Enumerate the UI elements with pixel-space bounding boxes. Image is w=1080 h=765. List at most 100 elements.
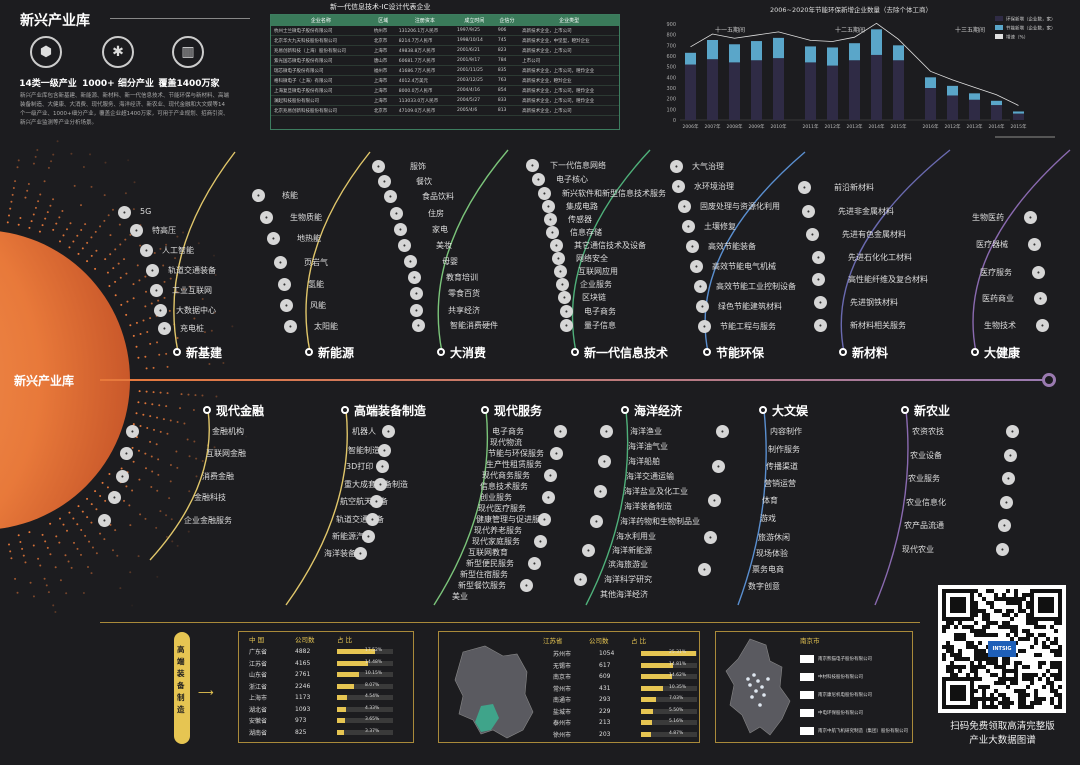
row-count: 213	[599, 719, 641, 726]
nanjing-company[interactable]: 中电环保股份有限公司	[800, 704, 908, 722]
qr-module	[1006, 621, 1010, 625]
table-row[interactable]: 泰州市 213 5.16%	[543, 717, 711, 729]
category-item: 太阳能	[314, 321, 338, 332]
company-name: 中电环保股份有限公司	[818, 710, 863, 716]
category-item: 医药商业	[982, 293, 1014, 304]
row-count: 1173	[295, 694, 337, 701]
category-item: 现代物流	[490, 437, 522, 448]
item-icon: •	[154, 304, 167, 317]
category-item: 互联网金融	[206, 448, 246, 459]
qr-module	[1054, 641, 1058, 645]
table-row[interactable]: 湖南省 825 3.37%	[239, 727, 413, 739]
nanjing-company[interactable]: 南京中航飞机研究制造（集团）股份有限公司	[800, 722, 908, 740]
jiangsu-map	[445, 634, 545, 744]
item-icon: •	[1036, 319, 1049, 332]
qr-module	[1058, 697, 1062, 701]
category-title: 新能源	[318, 344, 354, 361]
category-item: 数字创意	[748, 581, 780, 592]
qr-module	[982, 597, 986, 601]
qr-module	[1022, 649, 1026, 653]
category-item: 制作服务	[768, 444, 800, 455]
qr-module	[1030, 673, 1034, 677]
item-icon: •	[280, 299, 293, 312]
nanjing-company[interactable]: 南京康尼机电股份有限公司	[800, 686, 908, 704]
qr-module	[1058, 665, 1062, 669]
qr-module	[950, 621, 954, 625]
item-icon: •	[560, 319, 573, 332]
nanjing-map	[720, 635, 796, 741]
item-icon: •	[362, 530, 375, 543]
table-row[interactable]: 南京市 609 14.62%	[543, 671, 711, 683]
item-icon: •	[284, 320, 297, 333]
category-item: 先进有色金属材料	[842, 229, 906, 240]
item-icon: •	[126, 425, 139, 438]
table-row[interactable]: 浙江省 2246 8.07%	[239, 681, 413, 693]
category-title: 新一代信息技术	[584, 344, 668, 361]
table-row[interactable]: 无锡市 617 14.81%	[543, 660, 711, 672]
category-item: 现代养老服务	[474, 525, 522, 536]
table-row[interactable]: 盐城市 229 5.50%	[543, 706, 711, 718]
table-row[interactable]: 徐州市 203 4.87%	[543, 729, 711, 741]
category-item: 农业服务	[908, 473, 940, 484]
row-count: 2246	[295, 683, 337, 690]
category-item: 互联网应用	[578, 266, 618, 277]
table-row[interactable]: 湖北省 1093 4.33%	[239, 704, 413, 716]
category-item: 信息存储	[570, 227, 602, 238]
qr-code[interactable]: INTSIG	[938, 585, 1066, 713]
share-bar: 25.31%	[641, 651, 701, 656]
qr-module	[1050, 701, 1054, 705]
qr-module	[974, 665, 978, 669]
row-name: 浙江省	[249, 682, 295, 691]
category-item: 高效节能工业控制设备	[716, 281, 796, 292]
category-item: 信息技术服务	[480, 481, 528, 492]
qr-module	[1054, 653, 1058, 657]
share-bar: 17.52%	[337, 649, 397, 654]
category-item: 生产性租赁服务	[486, 459, 542, 470]
qr-module	[982, 625, 986, 629]
category-item: 5G	[140, 207, 151, 216]
table-row[interactable]: 江苏省 4165 14.48%	[239, 658, 413, 670]
table-row[interactable]: 苏州市 1054 25.31%	[543, 648, 711, 660]
category-item: 智能消费硬件	[450, 320, 498, 331]
row-name: 徐州市	[553, 730, 599, 739]
table-row[interactable]: 山东省 2761 10.15%	[239, 669, 413, 681]
qr-module	[1018, 701, 1022, 705]
qr-module	[974, 645, 978, 649]
bottom-divider	[100, 622, 920, 623]
item-icon: •	[120, 447, 133, 460]
nanjing-company[interactable]: 中材科技股份有限公司	[800, 668, 908, 686]
category-title: 大消费	[450, 344, 486, 361]
row-percent: 10.35%	[669, 685, 686, 690]
company-logo-icon	[800, 727, 814, 735]
qr-module	[974, 653, 978, 657]
qr-module	[1014, 669, 1018, 673]
table-row[interactable]: 广东省 4882 17.52%	[239, 646, 413, 658]
item-icon: •	[716, 425, 729, 438]
category-item: 美业	[452, 591, 468, 602]
table-row[interactable]: 常州市 431 10.35%	[543, 683, 711, 695]
item-icon: •	[542, 200, 555, 213]
category-item: 农资农技	[912, 426, 944, 437]
row-count: 4165	[295, 660, 337, 667]
qr-module	[1050, 681, 1054, 685]
qr-module	[1058, 661, 1062, 665]
qr-module	[1054, 693, 1058, 697]
bar-fill	[337, 672, 359, 677]
qr-module	[942, 653, 946, 657]
table-row[interactable]: 南通市 293 7.03%	[543, 694, 711, 706]
item-icon: •	[552, 252, 565, 265]
table-row[interactable]: 安徽省 973 3.65%	[239, 715, 413, 727]
item-icon: •	[996, 543, 1009, 556]
qr-module	[1026, 637, 1030, 641]
category-item: 传感器	[568, 214, 592, 225]
table-row[interactable]: 上海市 1173 4.54%	[239, 692, 413, 704]
qr-module	[994, 597, 998, 601]
category-item: 节能与环保服务	[488, 448, 544, 459]
item-icon: •	[378, 175, 391, 188]
nanjing-company[interactable]: 南京熊猫电子股份有限公司	[800, 650, 908, 668]
row-percent: 3.65%	[365, 717, 379, 722]
qr-module	[966, 641, 970, 645]
qr-module	[1002, 669, 1006, 673]
row-count: 609	[599, 673, 641, 680]
qr-module	[1002, 657, 1006, 661]
